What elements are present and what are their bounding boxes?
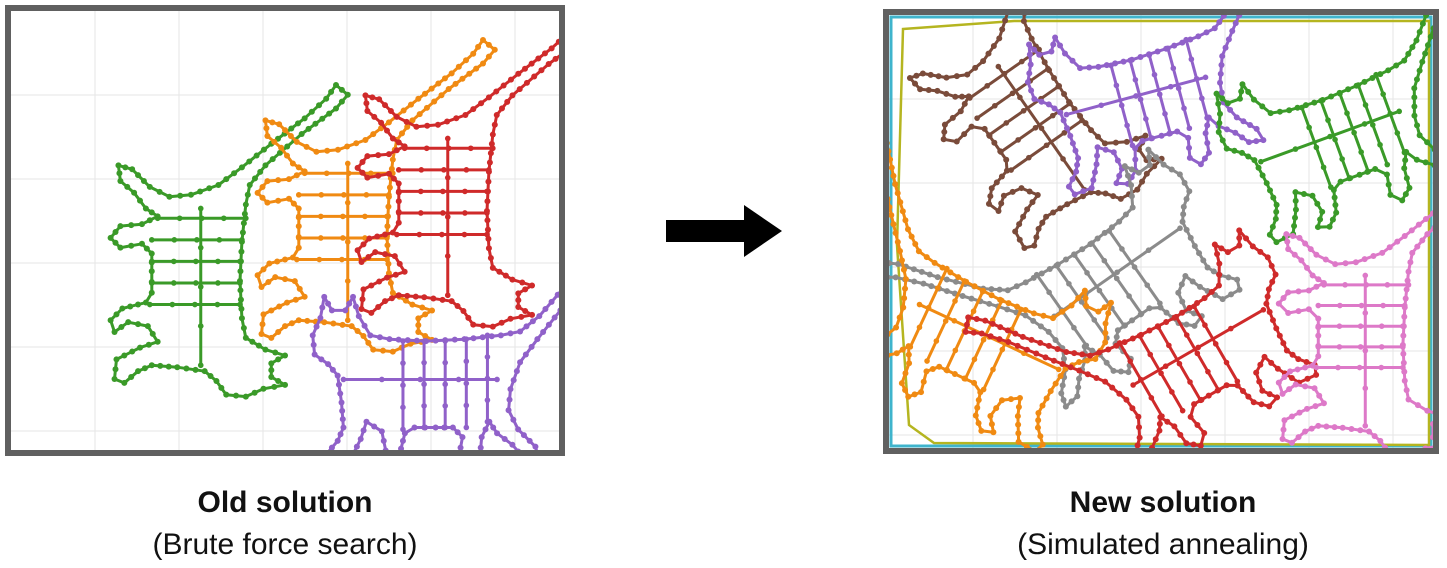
old-solution-subtitle: (Brute force search) [152, 528, 418, 561]
old-solution-title: Old solution [197, 486, 373, 519]
red-cat [354, 38, 559, 330]
orange-cat [889, 141, 1114, 448]
green-cat [1213, 15, 1433, 246]
right-arrow-icon [666, 205, 782, 257]
convex-hull [895, 19, 1431, 447]
old-solution-plot [11, 11, 559, 450]
new-solution-caption: New solution (Simulated annealing) [963, 482, 1363, 566]
red-cat [962, 227, 1320, 448]
pink-cat [1275, 210, 1433, 448]
new-solution-plot [889, 15, 1433, 448]
plot-grid [889, 15, 1433, 448]
new-solution-title: New solution [1069, 486, 1257, 519]
old-solution-caption: Old solution (Brute force search) [85, 482, 485, 566]
purple-cat [309, 291, 559, 450]
green-cat [107, 82, 351, 400]
old-solution-panel [5, 5, 565, 456]
new-solution-subtitle: (Simulated annealing) [1017, 528, 1309, 561]
new-solution-panel [883, 9, 1439, 454]
